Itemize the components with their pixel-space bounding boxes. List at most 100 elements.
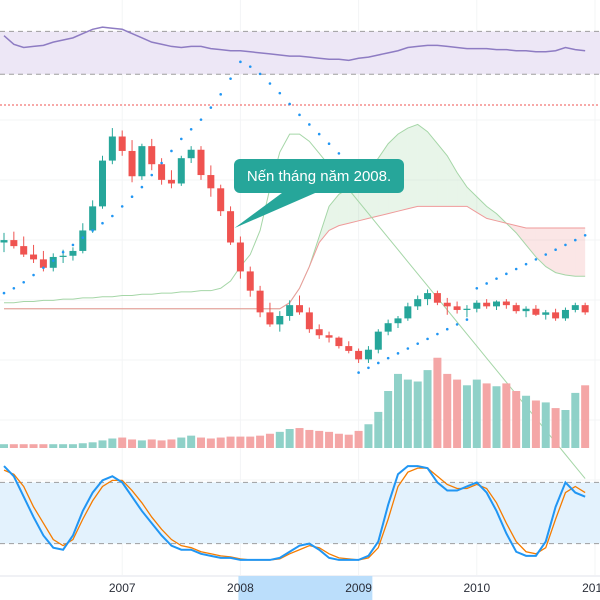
candle-body xyxy=(187,149,195,159)
candle-body xyxy=(138,146,146,177)
x-axis-highlight xyxy=(238,576,373,600)
candle-body xyxy=(148,146,156,165)
candle-body xyxy=(246,271,254,291)
candle xyxy=(138,143,146,180)
candle-body xyxy=(325,335,333,338)
candle-body xyxy=(20,246,28,255)
sar-dot xyxy=(61,250,65,254)
cloud-segment xyxy=(437,143,448,207)
volume-bar xyxy=(68,444,77,448)
candle-body xyxy=(394,318,402,324)
candle-body xyxy=(10,240,18,247)
candle-body xyxy=(296,305,303,313)
stoch-d-line xyxy=(3,467,586,561)
sar-dot xyxy=(445,327,449,331)
candle xyxy=(443,297,451,315)
candle-body xyxy=(463,308,471,310)
candle-body xyxy=(49,256,57,268)
rsi-pane xyxy=(0,26,600,75)
candle xyxy=(542,309,550,320)
candle xyxy=(335,336,343,349)
volume-bar xyxy=(236,436,245,448)
candle-body xyxy=(305,312,313,330)
annotation-callout[interactable]: Nến tháng năm 2008. xyxy=(234,159,404,193)
sar-dot xyxy=(308,123,311,126)
candle-body xyxy=(128,150,136,177)
cloud-segment xyxy=(407,124,418,209)
candle xyxy=(108,128,116,165)
sar-dot xyxy=(465,318,469,321)
candle xyxy=(493,300,500,310)
candle-body xyxy=(197,149,205,176)
volume-bar xyxy=(275,431,284,448)
candle-body xyxy=(158,164,166,180)
sar-dot xyxy=(120,205,124,208)
volume-bar xyxy=(197,437,205,448)
sar-dot xyxy=(396,352,400,355)
candle-body xyxy=(99,160,106,207)
candle xyxy=(217,184,225,216)
candle xyxy=(532,305,540,316)
sar-dot xyxy=(534,258,538,261)
sar-dot xyxy=(81,236,85,239)
sar-dot xyxy=(495,277,498,280)
volume-bar xyxy=(403,379,412,448)
candle-body xyxy=(404,306,412,319)
candle-body xyxy=(69,250,77,256)
volume-bar xyxy=(157,440,166,448)
candle xyxy=(20,236,28,257)
volume-bar xyxy=(571,392,580,448)
sar-dot xyxy=(416,342,420,345)
cloud-segment xyxy=(565,228,576,277)
candle-body xyxy=(571,305,579,310)
callout-pointer xyxy=(234,190,322,229)
candle-body xyxy=(89,206,97,231)
candle-body xyxy=(0,240,8,243)
volume-bar xyxy=(295,428,304,448)
candle-body xyxy=(483,302,491,307)
sar-dot xyxy=(278,91,282,95)
candle-body xyxy=(335,337,343,347)
cloud-segment xyxy=(447,155,458,207)
volume-bar xyxy=(167,439,176,448)
candle xyxy=(424,289,432,306)
volume-bar xyxy=(374,411,383,448)
cloud-segment xyxy=(338,188,349,226)
volume-bar xyxy=(364,424,373,448)
candle-body xyxy=(374,331,382,350)
volume-bar xyxy=(512,391,521,448)
candle xyxy=(236,236,244,279)
candle xyxy=(414,295,422,310)
sar-dot xyxy=(386,356,390,360)
candle-body xyxy=(424,293,432,300)
volume-bar xyxy=(88,442,97,448)
volume-bar xyxy=(482,383,491,448)
sar-dot xyxy=(258,72,262,76)
candle-body xyxy=(276,315,284,325)
candle xyxy=(89,200,97,233)
sar-dot xyxy=(574,238,577,242)
volume-bar xyxy=(59,444,68,448)
candle xyxy=(463,305,471,318)
volume-bar xyxy=(256,435,265,448)
cloud-segment xyxy=(555,228,566,276)
candle xyxy=(483,299,491,309)
candle xyxy=(571,302,579,313)
rsi-line xyxy=(3,26,586,62)
stoch-k-line xyxy=(3,465,586,561)
volume-bar xyxy=(315,430,324,448)
candle xyxy=(197,146,205,180)
candles[interactable] xyxy=(0,128,589,363)
candle xyxy=(404,302,412,321)
volume-bar xyxy=(561,410,570,448)
candle xyxy=(0,232,8,253)
volume-bar xyxy=(285,429,294,448)
candle xyxy=(364,346,372,363)
sar-dot xyxy=(180,137,183,141)
candle-body xyxy=(118,136,126,151)
cloud-segment xyxy=(427,131,438,207)
volume-bar xyxy=(384,391,393,448)
candle-body xyxy=(217,188,225,212)
candle xyxy=(148,138,156,171)
